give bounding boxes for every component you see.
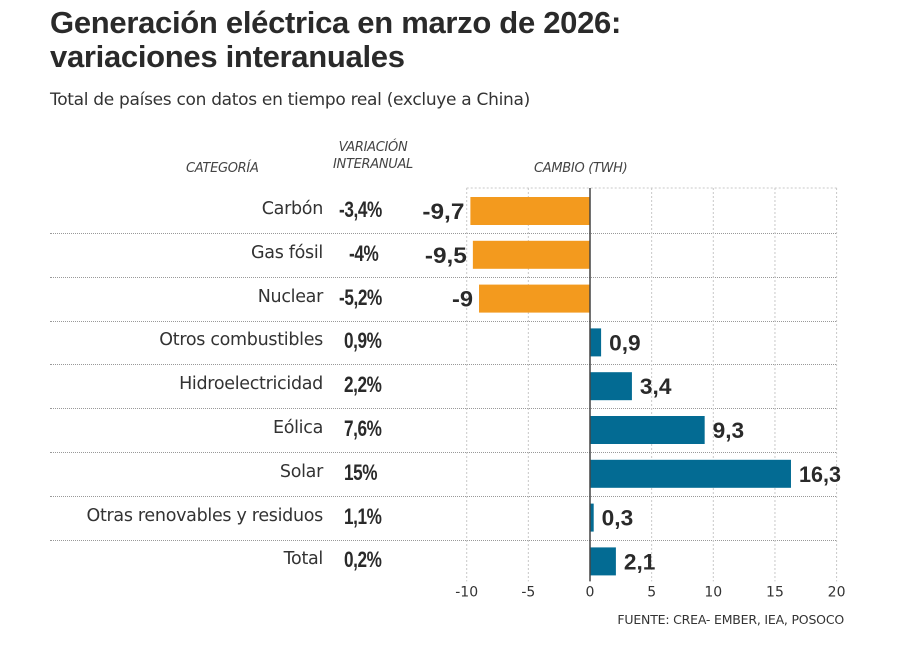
x-tick-label: -10	[455, 584, 478, 600]
bar	[590, 459, 791, 488]
x-tick-label: 15	[766, 584, 784, 600]
bar	[470, 197, 590, 225]
chart-subtitle: Total de países con datos en tiempo real…	[50, 90, 530, 110]
bar	[590, 416, 705, 444]
bar	[479, 284, 590, 313]
header-variation-line2: INTERANUAL	[332, 157, 413, 172]
row-separator	[50, 408, 836, 410]
category-label: Otros combustibles	[159, 330, 323, 351]
row-separator	[50, 364, 836, 366]
bar	[590, 547, 616, 576]
chart-title: Generación eléctrica en marzo de 2026: v…	[50, 6, 621, 74]
header-variation-line1: VARIACIÓN	[338, 140, 408, 155]
row-separator	[50, 320, 836, 322]
variation-pct: 7,6%	[344, 416, 382, 441]
header-category: CATEGORÍA	[186, 161, 259, 176]
x-tick-label: 0	[586, 584, 595, 600]
row-separator	[50, 232, 836, 234]
x-tick-label: -5	[521, 584, 535, 600]
x-tick-label: 20	[828, 584, 846, 600]
row-separator	[50, 495, 836, 497]
header-change: CAMBIO (TWH)	[534, 161, 628, 176]
row-separator	[50, 451, 836, 453]
row-separator	[50, 276, 836, 278]
value-label: 0,3	[602, 506, 634, 531]
variation-pct: -4%	[349, 240, 379, 266]
value-label: 9,3	[713, 418, 745, 443]
value-label: 16,3	[799, 462, 841, 487]
category-label: Gas fósil	[251, 242, 323, 263]
x-tick-label: 10	[704, 584, 722, 600]
row-separator	[50, 539, 836, 541]
value-label: 3,4	[640, 374, 672, 399]
variation-pct: 0,2%	[344, 547, 382, 573]
variation-pct: 1,1%	[344, 503, 382, 529]
variation-pct: -5,2%	[339, 284, 382, 310]
category-label: Nuclear	[257, 286, 324, 307]
bar	[590, 503, 594, 532]
category-label: Eólica	[272, 418, 323, 438]
title-line-1: Generación eléctrica en marzo de 2026:	[50, 5, 621, 40]
variation-pct: 0,9%	[344, 328, 382, 354]
category-label: Hidroelectricidad	[179, 374, 323, 395]
variation-pct: 2,2%	[344, 372, 382, 398]
variation-pct: -3,4%	[339, 197, 382, 222]
value-label: 2,1	[624, 549, 656, 574]
x-tick-label: 5	[647, 584, 656, 600]
header-variation: VARIACIÓN INTERANUAL	[318, 139, 428, 173]
bar	[590, 328, 602, 357]
value-label: -9,5	[425, 243, 467, 268]
variation-pct: 15%	[344, 459, 378, 485]
value-label: 0,9	[609, 330, 641, 355]
bar	[472, 240, 590, 269]
category-label: Total	[283, 549, 324, 570]
bar	[590, 372, 632, 401]
source-note: FUENTE: CREA- EMBER, IEA, POSOCO	[617, 612, 844, 627]
value-label: -9,7	[422, 199, 464, 224]
value-label: -9	[452, 287, 473, 312]
title-line-2: variaciones interanuales	[50, 39, 405, 74]
category-label: Carbón	[261, 199, 324, 219]
category-label: Otras renovables y residuos	[86, 505, 323, 526]
category-label: Solar	[279, 461, 323, 482]
